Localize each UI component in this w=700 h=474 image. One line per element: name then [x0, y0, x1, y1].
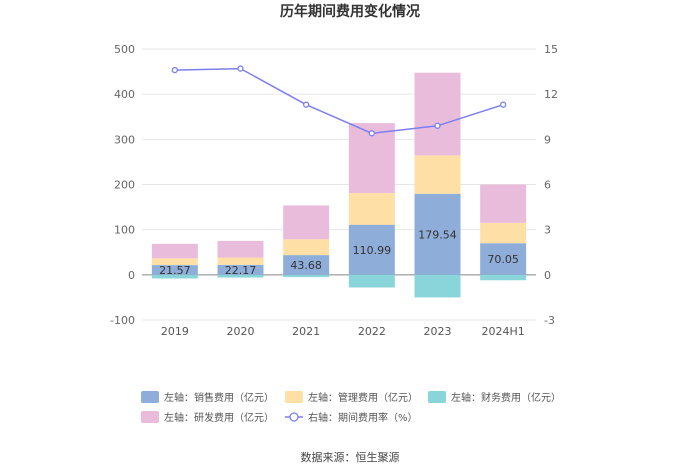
- x-tick-label: 2024H1: [482, 325, 525, 338]
- bars: [151, 72, 527, 298]
- x-axis: 2019 2020 2021 2022 2023 2024H1: [161, 325, 525, 338]
- bar-sales: [348, 224, 395, 275]
- bar-admin: [283, 239, 330, 256]
- left-tick-label: 200: [114, 179, 135, 192]
- right-axis: -3 0 3 6 9 12 15: [544, 43, 558, 327]
- right-tick-label: 3: [544, 224, 551, 237]
- bar-finance: [414, 274, 461, 298]
- bar-rd: [480, 184, 527, 223]
- bar-sales: [151, 265, 198, 275]
- x-tick-label: 2020: [227, 325, 255, 338]
- legend-label: 左轴：财务费用（亿元）: [451, 391, 561, 404]
- line-point: [303, 101, 310, 108]
- chart-title: 历年期间费用变化情况: [280, 3, 420, 20]
- line-point: [500, 101, 507, 108]
- left-tick-label: 300: [114, 133, 135, 146]
- bar-value-label: 43.68: [290, 259, 322, 272]
- bar-admin: [414, 155, 461, 194]
- legend-line-marker: [289, 412, 299, 422]
- bar-rd: [217, 240, 264, 258]
- x-tick-label: 2021: [292, 325, 320, 338]
- left-tick-label: -100: [110, 314, 135, 327]
- right-tick-label: 0: [544, 269, 551, 282]
- expense-rate-line: [171, 65, 507, 137]
- right-tick-label: 6: [544, 179, 551, 192]
- bar-finance: [283, 274, 330, 278]
- legend: 左轴：销售费用（亿元） 左轴：管理费用（亿元） 左轴：财务费用（亿元） 左轴：研发费用…: [141, 391, 561, 424]
- line-point: [171, 66, 178, 74]
- right-tick-label: 9: [544, 133, 551, 146]
- bar-value-label: 21.57: [159, 264, 191, 277]
- bar-admin: [480, 222, 527, 244]
- legend-label: 左轴：管理费用（亿元）: [308, 391, 418, 404]
- bar-admin: [151, 258, 198, 266]
- bar-finance: [480, 274, 527, 281]
- legend-label: 左轴：研发费用（亿元）: [164, 411, 274, 424]
- legend-label: 右轴：期间费用率（%）: [308, 411, 418, 424]
- bar-rd: [414, 72, 461, 156]
- bar-sales: [283, 255, 330, 275]
- line-point: [368, 130, 375, 137]
- left-tick-label: 500: [114, 43, 135, 56]
- legend-swatch: [141, 391, 159, 403]
- x-tick-label: 2023: [424, 325, 452, 338]
- bar-finance: [217, 274, 264, 278]
- bar-admin: [217, 257, 264, 265]
- legend-swatch: [141, 411, 159, 423]
- right-tick-label: -3: [544, 314, 555, 327]
- right-tick-label: 12: [544, 88, 558, 101]
- bar-value-label: 22.17: [225, 264, 257, 277]
- bar-value-label: 179.54: [418, 228, 457, 241]
- bar-rd: [283, 205, 330, 240]
- bar-rd: [151, 243, 198, 259]
- x-tick-label: 2022: [358, 325, 386, 338]
- left-axis: -100 0 100 200 300 400 500: [110, 43, 135, 327]
- left-tick-label: 400: [114, 88, 135, 101]
- line-path: [174, 67, 504, 135]
- bar-finance: [151, 274, 198, 279]
- bar-value-label: 70.05: [487, 253, 519, 266]
- bar-sales: [480, 243, 527, 275]
- x-tick-label: 2019: [161, 325, 189, 338]
- bar-labels: 21.57 22.17 43.68 110.99 179.54 70.05: [159, 228, 519, 277]
- bar-sales: [414, 193, 461, 275]
- line-point: [434, 122, 441, 129]
- right-tick-label: 15: [544, 43, 558, 56]
- data-source: 数据来源：恒生聚源: [301, 450, 400, 464]
- legend-swatch: [428, 391, 446, 403]
- bar-admin: [348, 193, 395, 225]
- legend-label: 左轴：销售费用（亿元）: [164, 391, 274, 404]
- line-point: [237, 65, 244, 72]
- bar-sales: [217, 264, 264, 275]
- legend-swatch: [285, 391, 303, 403]
- left-tick-label: 100: [114, 224, 135, 237]
- bar-value-label: 110.99: [353, 244, 392, 257]
- bar-finance: [348, 274, 395, 288]
- left-tick-label: 0: [128, 269, 135, 282]
- grid: [142, 48, 536, 321]
